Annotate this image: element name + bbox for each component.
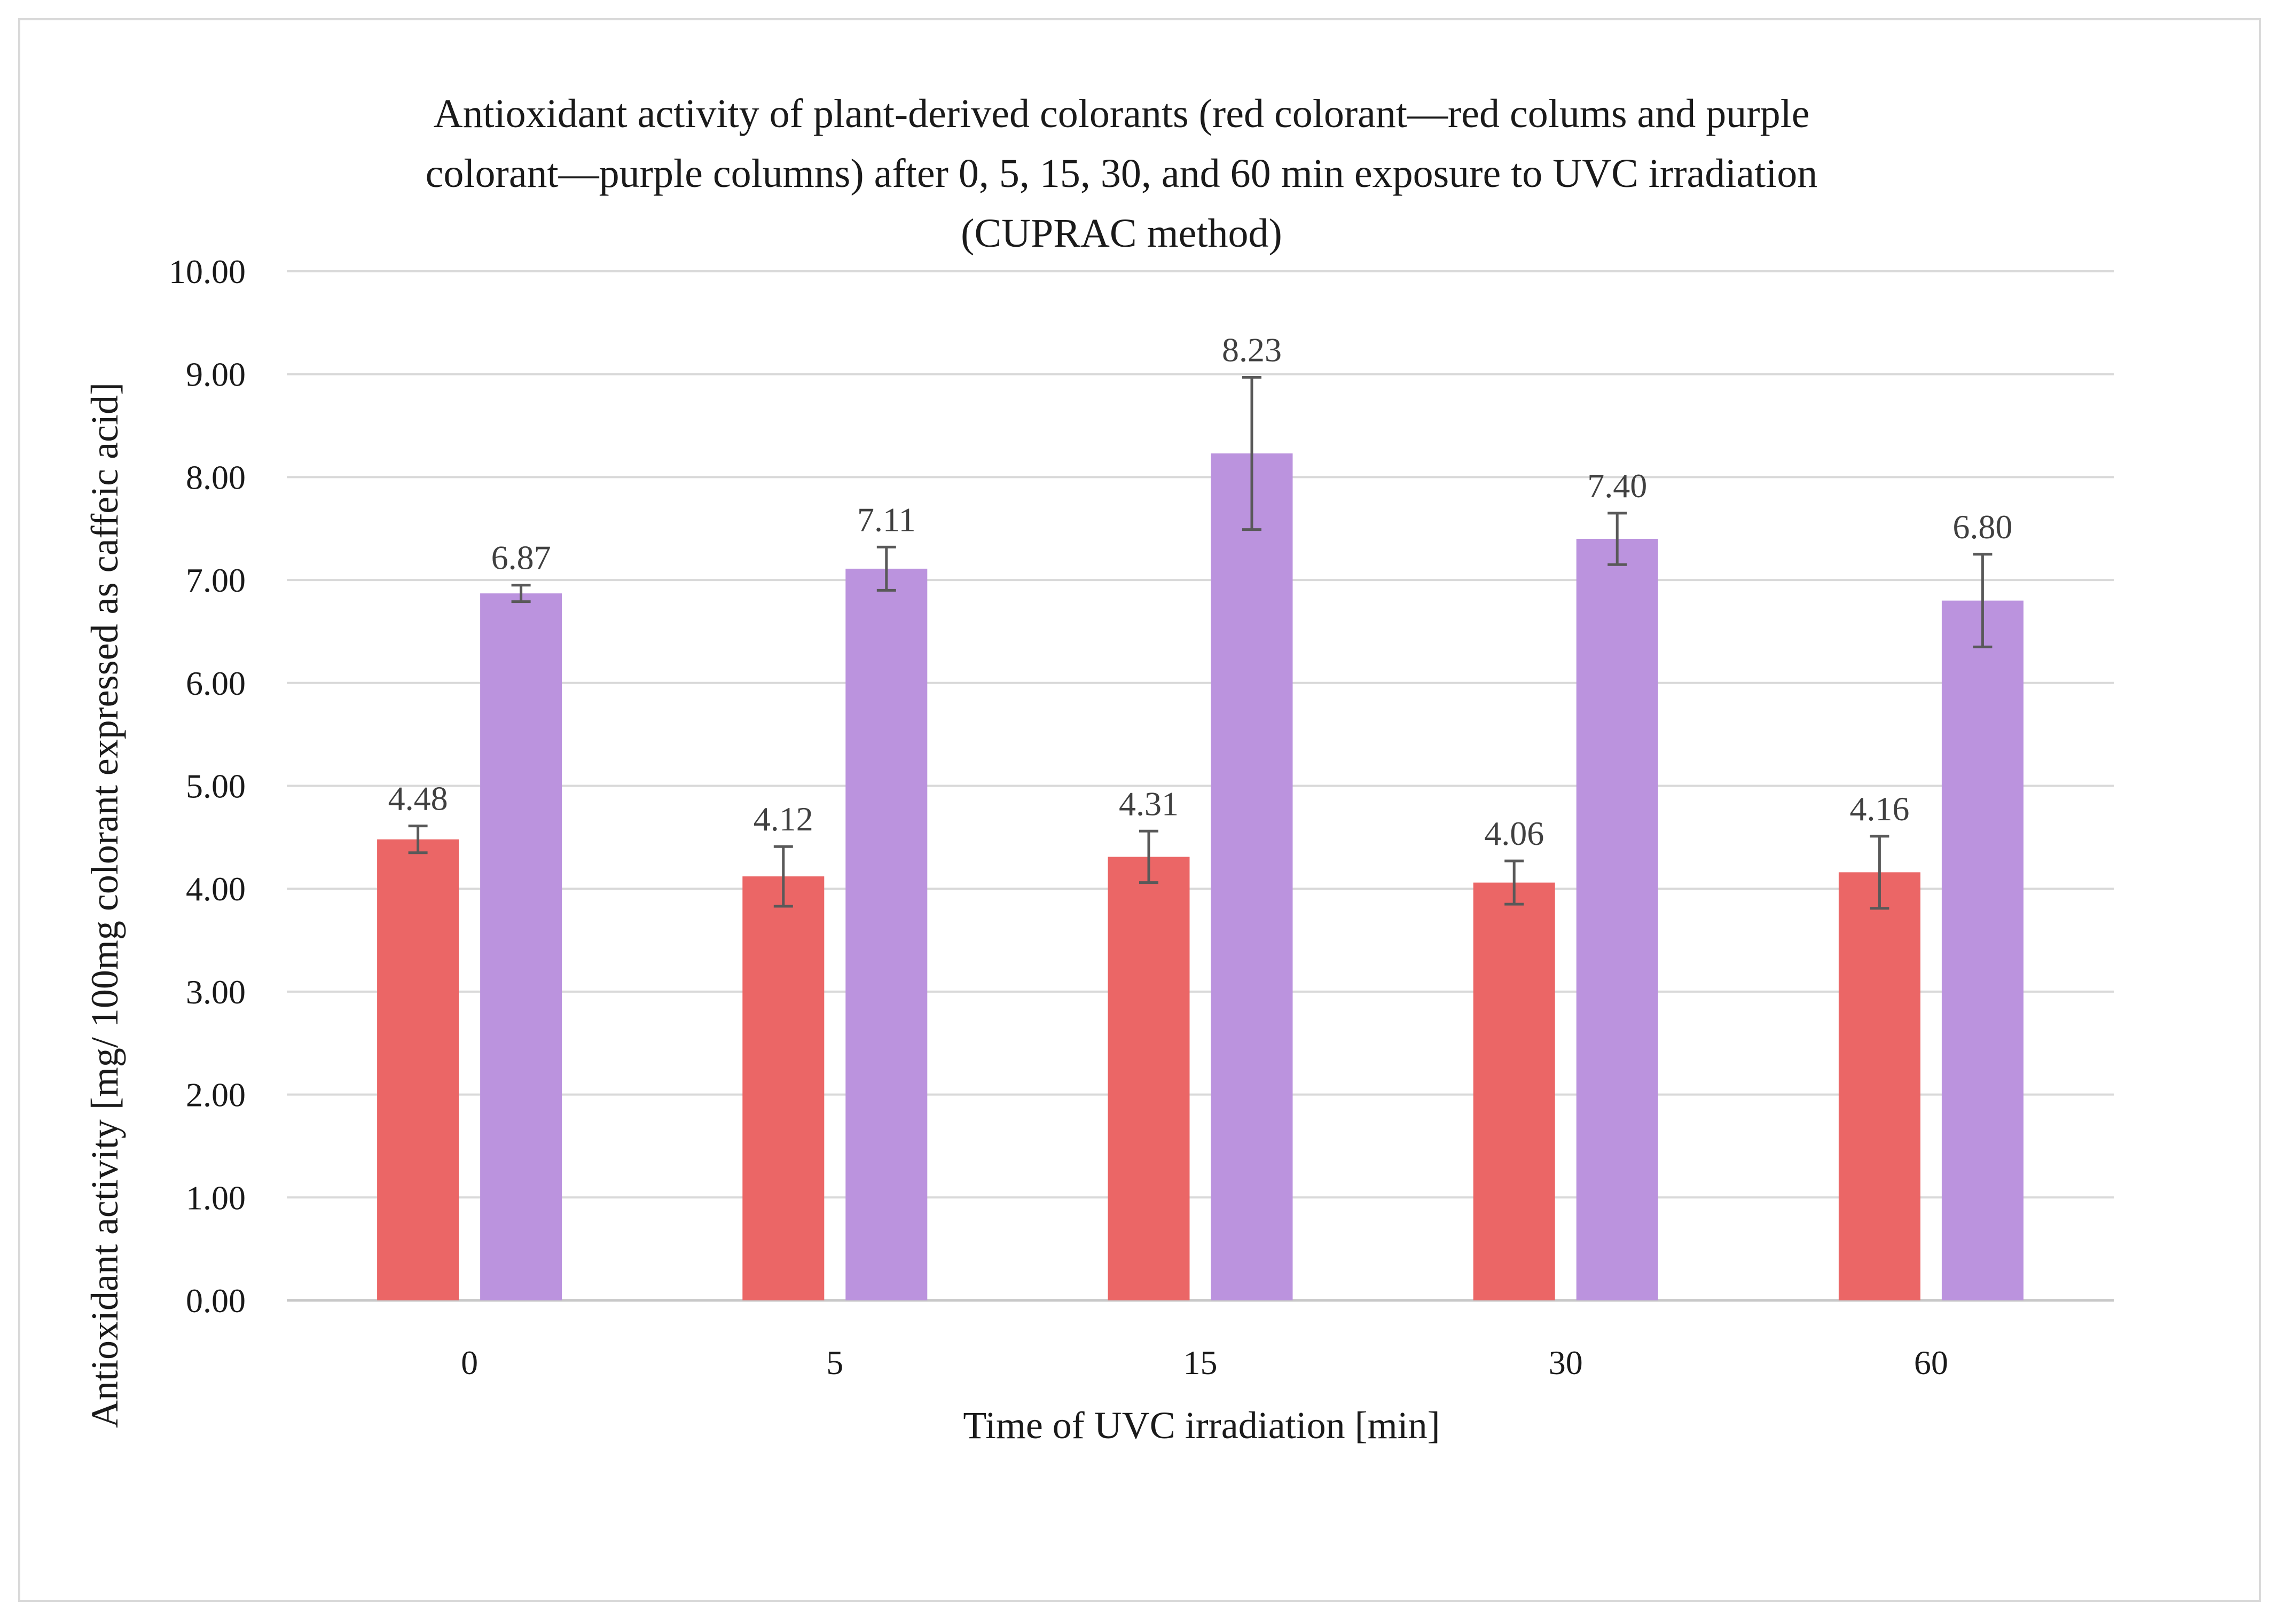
x-tick-label-30: 30: [1549, 1344, 1583, 1382]
y-tick-label-9.00: 9.00: [186, 356, 246, 394]
gridlines: [287, 270, 2114, 1302]
y-tick-label-10.00: 10.00: [169, 253, 246, 291]
chart-title-line-3: (CUPRAC method): [961, 211, 1282, 256]
x-tick-label-5: 5: [826, 1344, 843, 1382]
bar-series1-0: [377, 839, 459, 1300]
y-tick-label-3.00: 3.00: [186, 973, 246, 1011]
bar-series1-15: [1108, 857, 1190, 1300]
y-tick-label-7.00: 7.00: [186, 561, 246, 599]
bar-series2-5: [845, 568, 928, 1300]
data-label-series1-15: 4.31: [1119, 784, 1179, 822]
x-tick-label-0: 0: [461, 1344, 478, 1382]
y-tick-label-5.00: 5.00: [186, 767, 246, 805]
data-label-series2-15: 8.23: [1222, 331, 1282, 368]
bar-series1-30: [1473, 882, 1555, 1300]
bars: [377, 453, 2024, 1300]
data-label-series1-0: 4.48: [388, 780, 448, 818]
bar-series2-30: [1576, 539, 1658, 1300]
chart-title-line-2: colorant—purple columns) after 0, 5, 15,…: [426, 151, 1818, 196]
data-label-series2-5: 7.11: [857, 500, 916, 538]
data-label-series2-30: 7.40: [1587, 467, 1647, 505]
data-label-series2-60: 6.80: [1952, 508, 2012, 546]
data-label-series1-30: 4.06: [1484, 814, 1544, 852]
y-tick-label-0.00: 0.00: [186, 1282, 246, 1320]
x-axis-label: Time of UVC irradiation [min]: [963, 1404, 1440, 1447]
bar-series1-60: [1838, 872, 1920, 1300]
y-axis-label: Antioxidant activity [mg/ 100mg colorant…: [83, 382, 126, 1428]
y-tick-label-6.00: 6.00: [186, 664, 246, 702]
bar-series2-15: [1211, 453, 1293, 1300]
data-label-series1-60: 4.16: [1849, 790, 1909, 828]
data-label-series1-5: 4.12: [754, 800, 813, 838]
bar-series2-60: [1941, 600, 2024, 1300]
bar-series1-5: [742, 876, 825, 1300]
chart-frame: [18, 18, 2261, 1602]
error-bars: [408, 375, 1993, 910]
bar-series2-0: [480, 593, 562, 1300]
x-tick-label-15: 15: [1183, 1344, 1218, 1382]
y-tick-label-2.00: 2.00: [186, 1076, 246, 1114]
data-label-series2-0: 6.87: [491, 539, 551, 577]
y-axis-ticks: 0.00 1.00 2.00 3.00 4.00 5.00 6.00 7.00 8.00 9.00…: [169, 253, 246, 1320]
data-labels: 4.48 6.87 4.12 7.11 4.31 8.23 4.06 7.40 4.16 6.80: [388, 331, 2013, 852]
chart-title-line-1: Antioxidant activity of plant-derived co…: [434, 91, 1810, 136]
x-axis-ticks: 0 5 15 30 60: [461, 1344, 1948, 1382]
y-tick-label-8.00: 8.00: [186, 458, 246, 496]
x-tick-label-60: 60: [1914, 1344, 1948, 1382]
y-tick-label-4.00: 4.00: [186, 870, 246, 908]
y-tick-label-1.00: 1.00: [186, 1179, 246, 1217]
chart-title: Antioxidant activity of plant-derived co…: [426, 91, 1818, 256]
